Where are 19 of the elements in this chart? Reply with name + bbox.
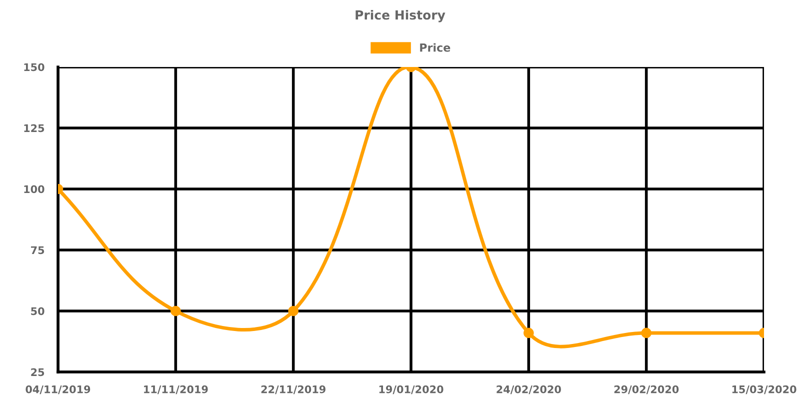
- y-tick-label: 50: [31, 307, 44, 316]
- x-tick-label: 11/11/2019: [144, 385, 208, 394]
- x-tick-label: 29/02/2020: [614, 385, 679, 394]
- point: [288, 306, 298, 316]
- y-tick-label: 75: [31, 246, 44, 254]
- y-tick-label: 100: [24, 185, 44, 194]
- y-tick-label: 125: [24, 124, 44, 132]
- point: [524, 328, 534, 338]
- x-tick-label: 19/01/2020: [379, 385, 444, 394]
- point: [170, 306, 181, 316]
- x-tick-label: 24/02/2020: [496, 385, 561, 394]
- legend-label: Price: [420, 43, 450, 52]
- point: [641, 328, 652, 338]
- chart-title: Price History: [356, 10, 446, 22]
- x-tick-label: 04/11/2019: [26, 385, 90, 394]
- y-tick-label: 150: [24, 63, 44, 72]
- x-tick-label: 22/11/2019: [261, 385, 326, 394]
- y-tick-label: 25: [31, 368, 44, 376]
- x-tick-label: 15/03/2020: [732, 385, 796, 394]
